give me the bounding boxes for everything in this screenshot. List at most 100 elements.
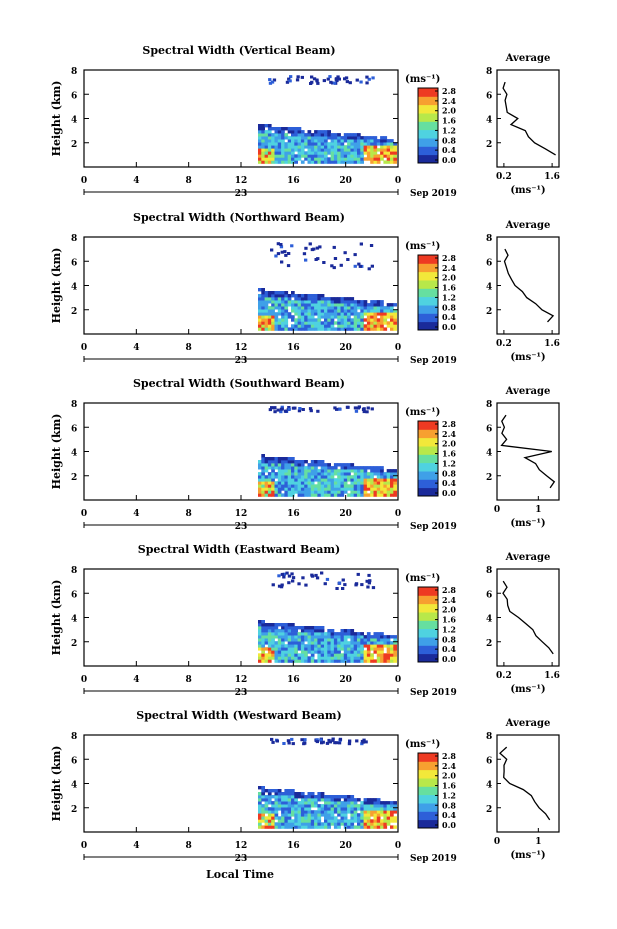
heatmap-cell	[327, 804, 331, 808]
heatmap-cell	[390, 804, 394, 808]
heatmap-cell	[376, 324, 381, 328]
heatmap-cell	[393, 145, 397, 149]
heatmap-cell	[287, 792, 292, 796]
heatmap-cell	[267, 466, 272, 470]
heatmap-cell	[350, 145, 355, 149]
heatmap-cell	[350, 139, 355, 143]
heatmap-cell	[390, 142, 394, 146]
heatmap-cell	[337, 321, 341, 325]
heatmap-cell	[332, 266, 336, 270]
heatmap-cell	[357, 493, 361, 497]
heatmap-cell	[353, 312, 358, 316]
heatmap-cell	[337, 472, 341, 476]
heatmap-cell	[314, 327, 318, 331]
heatmap-cell	[380, 324, 384, 328]
heatmap-cell	[386, 306, 391, 310]
heatmap-cell	[333, 653, 338, 657]
x-tick-label: 12	[235, 176, 248, 186]
heatmap-cell	[297, 324, 302, 328]
heatmap-cell	[376, 638, 381, 642]
heatmap-cell	[363, 801, 368, 805]
heatmap-cell	[386, 309, 391, 313]
heatmap-cell	[291, 475, 295, 479]
heatmap-cell	[304, 804, 308, 808]
heatmap-cell	[343, 798, 348, 802]
heatmap-cell	[380, 638, 384, 642]
heatmap-cell	[347, 653, 351, 657]
heatmap-cell	[350, 644, 355, 648]
heatmap-cell	[324, 318, 328, 322]
heatmap-cell	[258, 822, 262, 826]
heatmap-cell	[284, 157, 289, 161]
heatmap-cell	[383, 635, 388, 639]
heatmap-cell	[386, 312, 391, 316]
heatmap-cell	[284, 303, 289, 307]
heatmap-cell	[300, 460, 305, 464]
heatmap-cell	[314, 297, 318, 301]
heatmap-cell	[307, 810, 312, 814]
heatmap-cell	[327, 309, 331, 313]
x-tick-label: 4	[133, 841, 139, 851]
heatmap-cell	[390, 312, 394, 316]
heatmap-cell	[353, 490, 358, 494]
heatmap-cell	[330, 469, 335, 473]
heatmap-cell	[258, 493, 262, 497]
heatmap-cell	[340, 136, 345, 140]
heatmap-cell	[314, 472, 318, 476]
heatmap-cell	[264, 789, 269, 793]
colorbar-tick-label: 2.4	[442, 263, 456, 273]
heatmap-cell	[343, 795, 348, 799]
heatmap-cell	[314, 629, 318, 633]
heatmap-cell	[373, 160, 378, 164]
heatmap-cell	[300, 309, 305, 313]
heatmap-cell	[353, 472, 358, 476]
heatmap-cell	[281, 484, 285, 488]
heatmap-cell	[373, 493, 378, 497]
colorbar-segment	[418, 595, 438, 605]
heatmap-cell	[320, 807, 325, 811]
heatmap-cell	[386, 145, 391, 149]
heatmap-cell	[298, 407, 302, 410]
heatmap-cell	[291, 478, 295, 482]
heatmap-cell	[350, 650, 355, 654]
heatmap-cell	[367, 573, 371, 577]
heatmap-cell	[337, 795, 341, 799]
heatmap-cell	[307, 300, 312, 304]
heatmap-cell	[281, 629, 285, 633]
heatmap-cell	[376, 632, 381, 636]
heatmap-cell	[320, 629, 325, 633]
heatmap-cell	[327, 324, 331, 328]
heatmap-cell	[360, 804, 364, 808]
heatmap-cell	[261, 139, 265, 143]
heatmap-cell	[307, 632, 312, 636]
heatmap-cell	[315, 78, 319, 82]
heatmap-cell	[353, 807, 358, 811]
heatmap-cell	[300, 798, 305, 802]
heatmap-cell	[310, 632, 315, 636]
heatmap-cell	[267, 475, 272, 479]
x-tick-label: 0	[395, 675, 401, 685]
heatmap-cell	[310, 315, 315, 319]
heatmap-cell	[390, 487, 394, 491]
heatmap-cell	[297, 469, 302, 473]
y-tick-label: 4	[71, 449, 77, 459]
heatmap-cell	[353, 810, 358, 814]
heatmap-cell	[363, 807, 368, 811]
heatmap-cell	[320, 463, 325, 467]
colorbar-tick-label: 2.4	[442, 429, 456, 439]
heatmap-cell	[370, 475, 374, 479]
heatmap-cell	[383, 819, 388, 823]
x-axis-label: Local Time	[206, 868, 274, 881]
heatmap-cell	[271, 315, 275, 319]
heatmap-cell	[383, 638, 388, 642]
heatmap-cell	[320, 472, 325, 476]
heatmap-cell	[304, 460, 308, 464]
x-tick-label: 8	[186, 176, 192, 186]
heatmap-cell	[261, 792, 265, 796]
heatmap-cell	[370, 300, 374, 304]
heatmap-cell	[264, 306, 269, 310]
heatmap-cell	[353, 406, 358, 410]
heatmap-cell	[380, 641, 384, 645]
heatmap-cell	[287, 297, 292, 301]
heatmap-cell	[294, 813, 298, 817]
